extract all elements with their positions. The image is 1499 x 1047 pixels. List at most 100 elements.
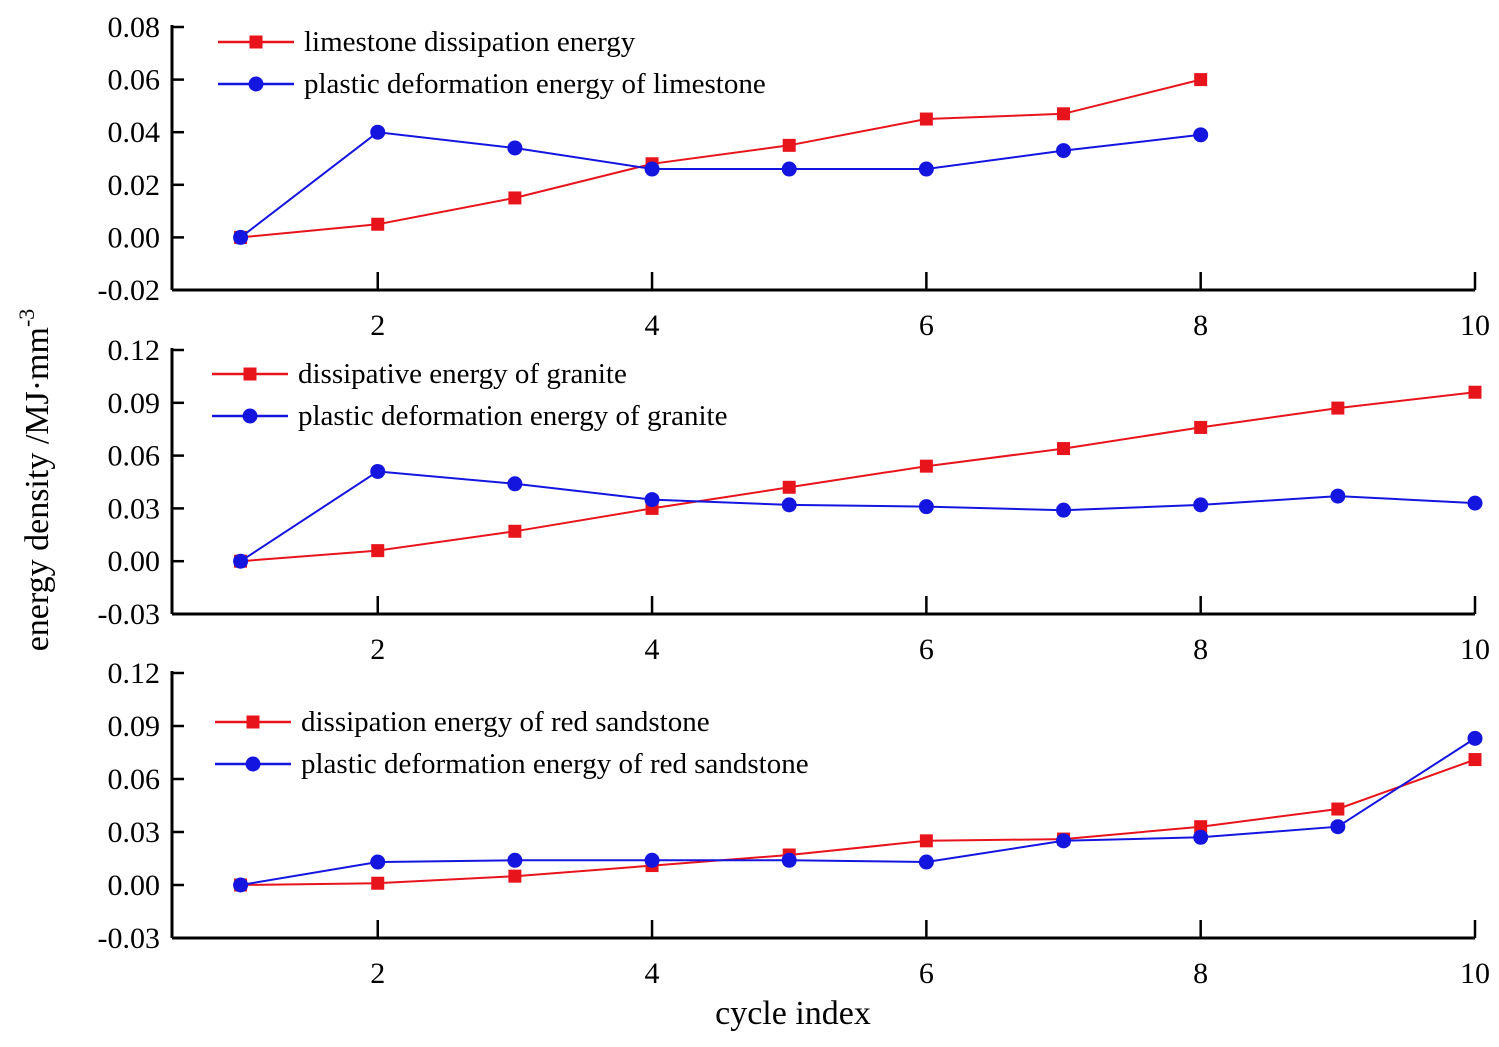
data-point-circle <box>1056 143 1072 159</box>
x-tick-label: 2 <box>370 309 385 342</box>
data-point-square <box>782 138 796 152</box>
series-line <box>240 78 1201 239</box>
y-tick-label: -0.02 <box>98 274 161 307</box>
data-point-circle <box>233 229 249 245</box>
data-point-circle <box>1467 730 1483 746</box>
y-axis-title-superscript: -3 <box>14 309 39 327</box>
y-tick-label: 0.03 <box>108 492 161 525</box>
data-point-square <box>508 869 522 883</box>
series-line <box>239 131 1201 239</box>
data-point-square <box>919 459 933 473</box>
series-line <box>240 758 1476 886</box>
legend: dissipation energy of red sandstone plast… <box>215 706 809 780</box>
y-tick-label: 0.09 <box>108 710 161 743</box>
series-1 <box>234 385 1482 568</box>
x-tick-label: 8 <box>1193 309 1208 342</box>
data-point-square <box>1057 107 1071 121</box>
legend-marker-square <box>249 35 263 49</box>
x-axis-title: cycle index <box>715 995 871 1032</box>
data-point-square <box>919 834 933 848</box>
data-point-circle <box>1193 127 1209 143</box>
y-tick-label: 0.04 <box>108 116 161 149</box>
x-tick-label: 2 <box>370 633 385 666</box>
series-line <box>240 737 1476 886</box>
y-tick-label: 0.06 <box>108 64 161 97</box>
data-point-circle <box>370 463 386 479</box>
data-point-circle <box>781 852 797 868</box>
legend-marker-square <box>243 367 257 381</box>
y-tick-label: 0.00 <box>108 869 161 902</box>
data-point-circle <box>1330 819 1346 835</box>
legend-label: plastic deformation energy of red sandst… <box>301 748 809 780</box>
legend-label: dissipation energy of red sandstone <box>301 706 710 738</box>
y-tick-label: 0.06 <box>108 763 161 796</box>
data-point-circle <box>1056 502 1072 518</box>
data-point-circle <box>233 553 249 569</box>
x-tick-label: 8 <box>1193 957 1208 990</box>
data-point-circle <box>1193 829 1209 845</box>
x-tick-label: 4 <box>645 633 660 666</box>
x-tick-label: 6 <box>919 309 934 342</box>
data-point-square <box>1057 442 1071 456</box>
x-tick-label: 6 <box>919 957 934 990</box>
x-tick-label: 2 <box>370 957 385 990</box>
legend-label: plastic deformation energy of limestone <box>304 68 766 100</box>
legend-marker-circle <box>248 76 264 92</box>
x-tick-label: 4 <box>645 957 660 990</box>
data-point-circle <box>644 161 660 177</box>
data-point-circle <box>918 499 934 515</box>
data-point-circle <box>370 854 386 870</box>
panel-2: -0.03 0.00 0.03 0.06 0.09 0.12 2 4 6 8 10 dissipati… <box>98 334 1491 666</box>
series-2 <box>233 124 1209 245</box>
series-line <box>240 391 1476 563</box>
y-tick-label: 0.12 <box>108 334 161 367</box>
x-tick-label: 8 <box>1193 633 1208 666</box>
data-point-square <box>371 876 385 890</box>
data-point-circle <box>1056 833 1072 849</box>
data-point-circle <box>507 140 523 156</box>
data-point-circle <box>1330 488 1346 504</box>
x-tick-label: 10 <box>1460 633 1490 666</box>
data-point-square <box>919 112 933 126</box>
data-point-square <box>782 480 796 494</box>
x-tick-label: 6 <box>919 633 934 666</box>
data-point-circle <box>1467 495 1483 511</box>
series-2 <box>233 463 1483 569</box>
x-tick-label: 4 <box>645 309 660 342</box>
data-point-circle <box>781 497 797 513</box>
y-tick-label: 0.00 <box>108 545 161 578</box>
data-point-circle <box>233 877 249 893</box>
data-point-square <box>1468 753 1482 767</box>
y-tick-label: 0.02 <box>108 169 161 202</box>
data-point-square <box>371 217 385 231</box>
data-point-circle <box>370 124 386 140</box>
legend-marker-circle <box>245 756 261 772</box>
data-point-square <box>508 191 522 205</box>
series-line <box>240 470 1476 563</box>
data-point-circle <box>507 476 523 492</box>
panel-1: -0.02 0.00 0.02 0.04 0.06 0.08 2 4 6 8 10 limestone… <box>98 11 1491 342</box>
y-tick-label: -0.03 <box>98 922 161 955</box>
legend: limestone dissipation energy plastic defo… <box>218 26 766 100</box>
data-point-square <box>508 524 522 538</box>
data-point-square <box>1331 802 1345 816</box>
legend-label: plastic deformation energy of granite <box>298 400 727 432</box>
legend-marker-circle <box>242 408 258 424</box>
series-2 <box>233 730 1483 893</box>
data-point-square <box>1331 401 1345 415</box>
y-axis-title-text: energy density /MJ·mm <box>19 327 56 651</box>
y-axis-title: energy density /MJ·mm-3 <box>14 309 56 652</box>
data-point-circle <box>507 852 523 868</box>
legend-marker-square <box>246 715 260 729</box>
panel-3: -0.03 0.00 0.03 0.06 0.09 0.12 2 4 6 8 10 dissipati… <box>98 657 1491 990</box>
legend-label: dissipative energy of granite <box>298 358 627 390</box>
data-point-square <box>1194 820 1208 834</box>
y-tick-label: 0.12 <box>108 657 161 690</box>
series-1 <box>234 73 1208 244</box>
legend-label: limestone dissipation energy <box>304 26 636 58</box>
data-point-square <box>1468 385 1482 399</box>
y-tick-label: 0.00 <box>108 221 161 254</box>
data-point-square <box>1194 73 1208 87</box>
